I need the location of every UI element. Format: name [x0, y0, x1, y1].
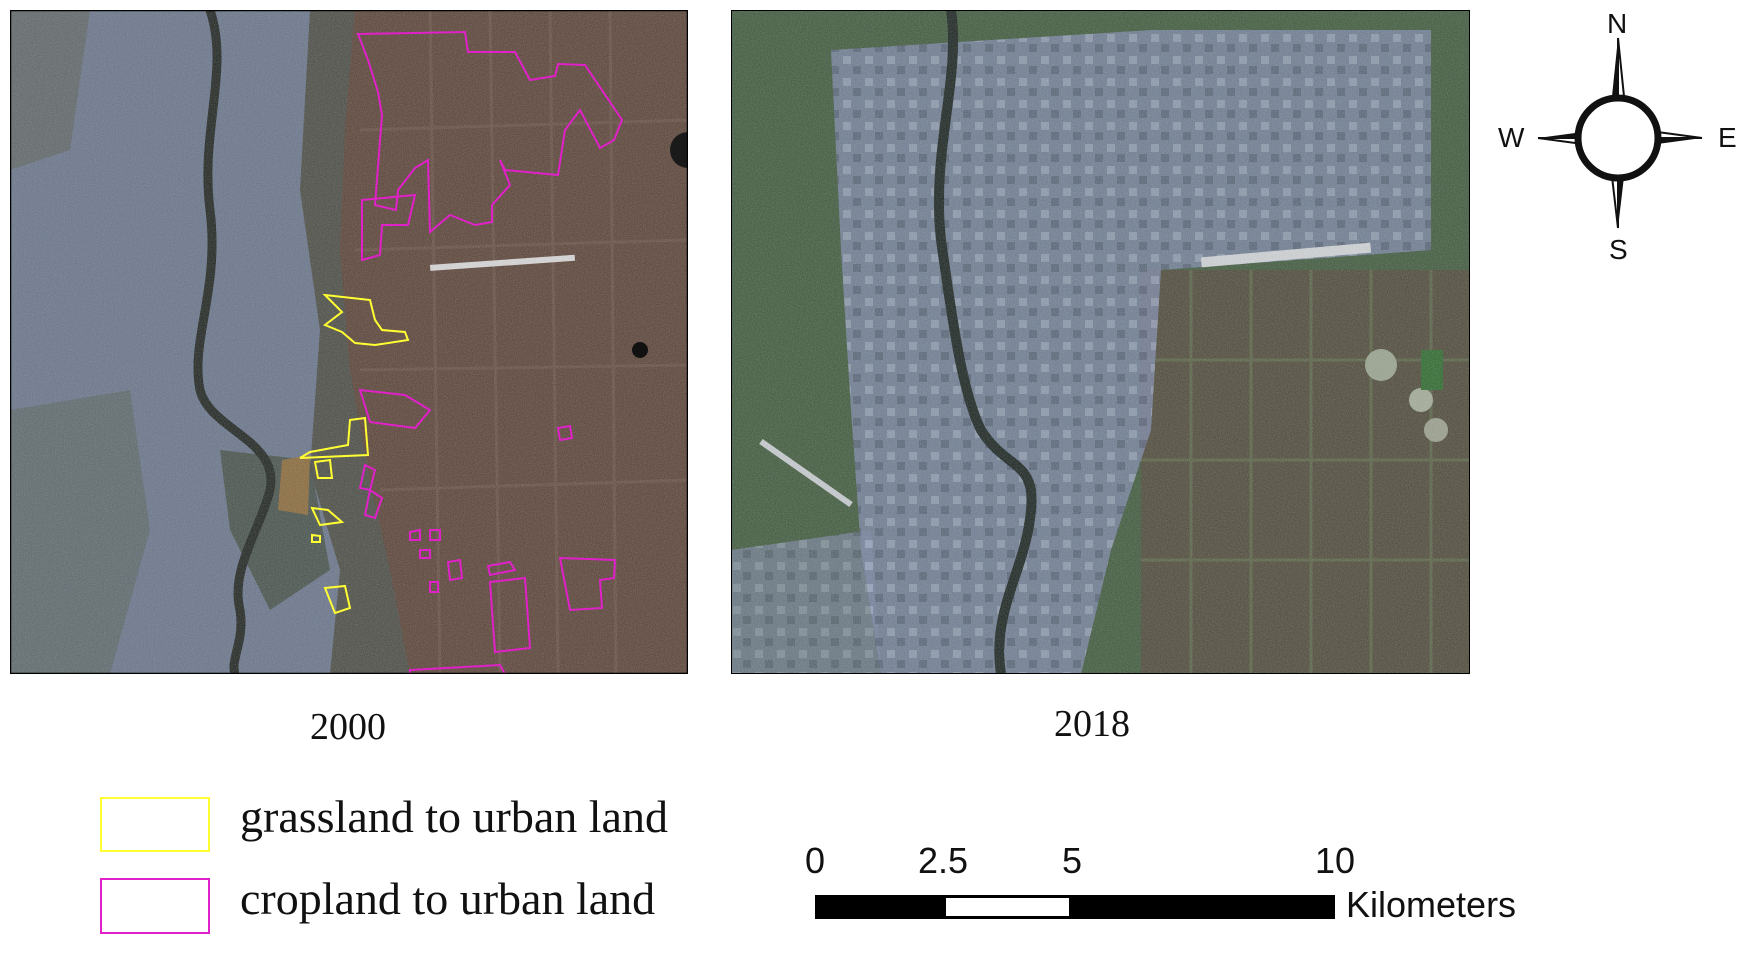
cropland-outlines — [356, 30, 624, 674]
satellite-map-2018 — [731, 10, 1470, 674]
scale-tick-5: 5 — [1061, 840, 1083, 881]
caption-2000: 2000 — [310, 706, 386, 748]
grassland-outlines — [299, 293, 410, 615]
scale-segment-1 — [815, 895, 943, 919]
scale-segment-3 — [1072, 895, 1335, 919]
compass-north-label: N — [1607, 8, 1628, 39]
cropland-swatch — [100, 878, 210, 934]
compass-rose-icon — [1537, 37, 1703, 229]
scale-tick-2-5: 2.5 — [917, 840, 969, 881]
scale-tick-0: 0 — [804, 840, 826, 881]
grassland-swatch — [100, 797, 210, 852]
scale-bar: 0 2.5 5 10 Kilometers — [800, 840, 1560, 930]
satellite-image-2000 — [10, 10, 688, 674]
caption-2018: 2018 — [1054, 703, 1130, 745]
compass-east-label: E — [1718, 122, 1737, 153]
north-arrow: N S E W — [1490, 8, 1748, 268]
satellite-image-2018 — [731, 10, 1470, 674]
satellite-map-2000 — [10, 10, 688, 674]
compass-west-label: W — [1498, 122, 1525, 153]
scale-segment-2 — [943, 895, 1072, 919]
compass-south-label: S — [1609, 234, 1628, 265]
scale-unit-label: Kilometers — [1346, 884, 1517, 925]
legend-label-cropland: cropland to urban land — [240, 873, 656, 924]
legend-label-grassland: grassland to urban land — [240, 791, 668, 842]
scale-tick-10: 10 — [1314, 840, 1356, 881]
